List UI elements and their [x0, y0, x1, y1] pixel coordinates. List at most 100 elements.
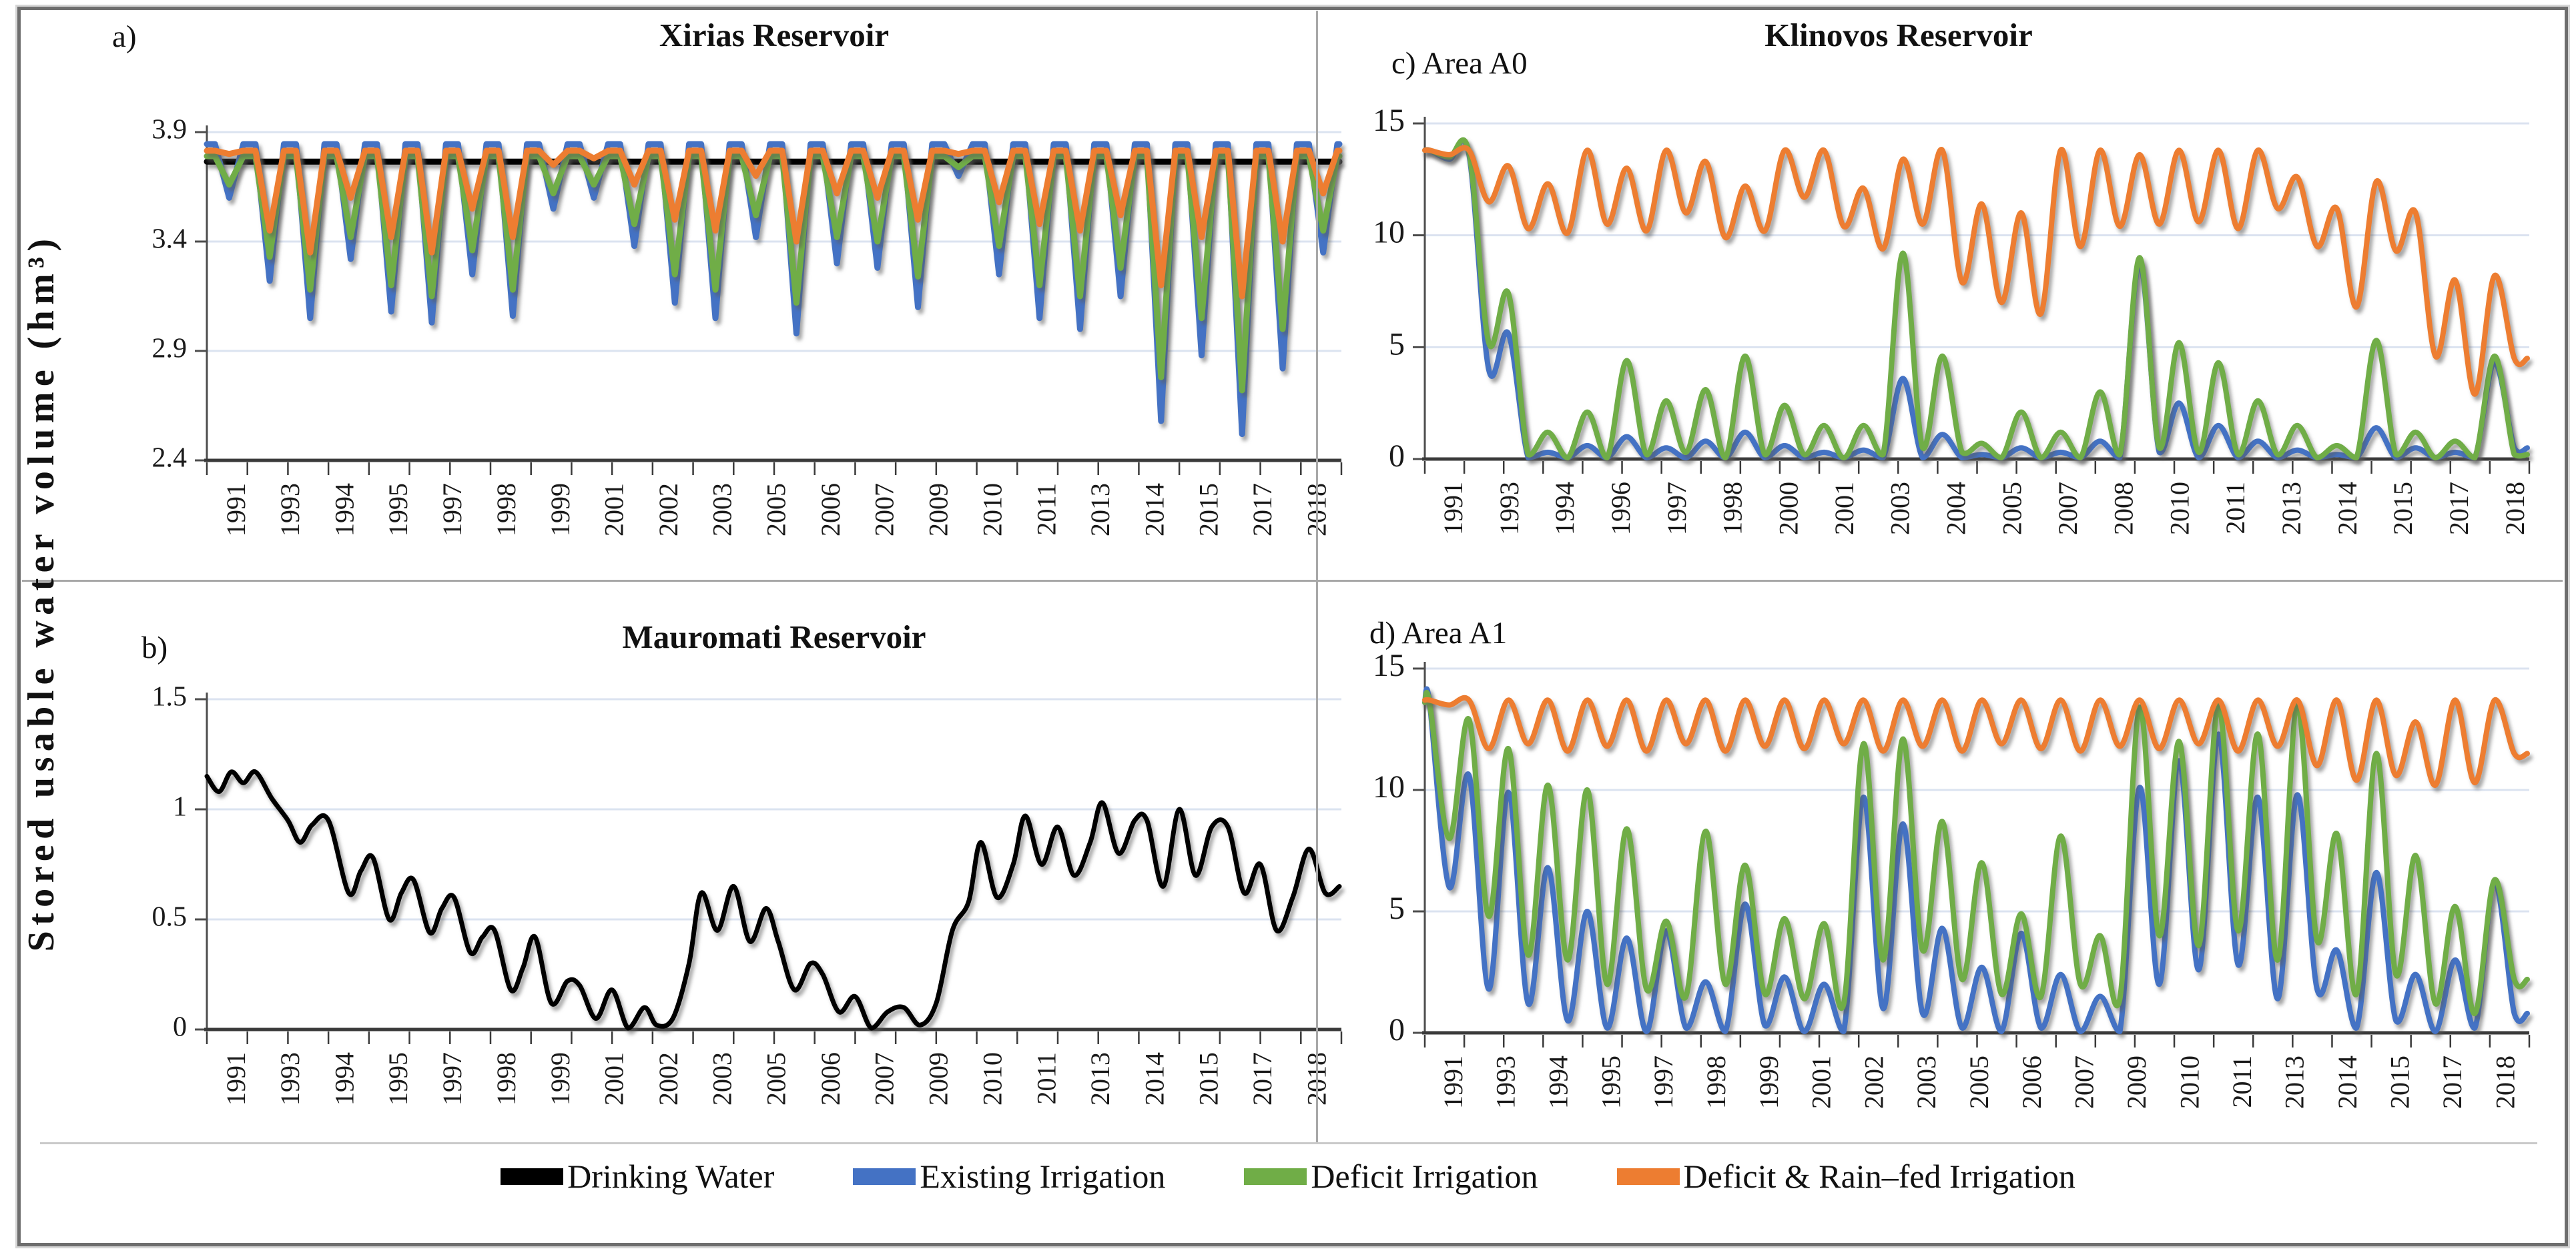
panel-c-plot: 15 10 5 0 1991 1993 1994 1996 1997 1998 2000 2001 20… — [1373, 103, 2531, 535]
svg-text:2011: 2011 — [1031, 1052, 1061, 1105]
svg-text:5: 5 — [1389, 326, 1405, 362]
svg-text:2001: 2001 — [599, 1052, 629, 1106]
svg-text:1991: 1991 — [221, 483, 251, 536]
svg-text:2.4: 2.4 — [152, 443, 188, 474]
svg-text:2013: 2013 — [2280, 1056, 2310, 1109]
svg-text:3.9: 3.9 — [152, 115, 188, 145]
svg-text:2010: 2010 — [978, 483, 1008, 536]
svg-text:1994: 1994 — [1550, 482, 1580, 535]
svg-text:2017: 2017 — [2444, 482, 2474, 535]
svg-text:1994: 1994 — [329, 1052, 359, 1106]
svg-text:2018: 2018 — [2500, 482, 2530, 535]
svg-text:2011: 2011 — [2227, 1056, 2257, 1108]
svg-text:1998: 1998 — [1701, 1056, 1731, 1109]
svg-text:2014: 2014 — [2332, 1056, 2362, 1109]
svg-text:0: 0 — [1389, 1012, 1405, 1048]
legend-item-existing-irrigation: Existing Irrigation — [853, 1157, 1165, 1196]
svg-text:1.5: 1.5 — [152, 682, 188, 713]
svg-text:1998: 1998 — [491, 483, 521, 536]
svg-text:2007: 2007 — [2053, 482, 2083, 535]
svg-text:2001: 2001 — [1829, 482, 1859, 535]
svg-text:1991: 1991 — [221, 1052, 251, 1106]
svg-text:2005: 2005 — [761, 1052, 791, 1106]
legend-label: Drinking Water — [567, 1158, 775, 1195]
panel-c-title: Klinovos Reservoir — [1764, 17, 2033, 53]
panel-a-letter: a) — [112, 19, 137, 54]
legend-item-drinking-water: Drinking Water — [501, 1157, 774, 1196]
svg-text:1995: 1995 — [1596, 1056, 1626, 1109]
panel-b-title: Mauromati Reservoir — [622, 618, 926, 655]
shared-y-axis-label: Stored usable water volume (hm³) — [21, 233, 62, 952]
svg-text:2010: 2010 — [978, 1052, 1008, 1106]
svg-text:1997: 1997 — [1648, 1056, 1678, 1109]
svg-text:2011: 2011 — [1031, 483, 1061, 536]
svg-text:2011: 2011 — [2220, 482, 2250, 534]
row-divider-line — [22, 580, 2563, 582]
svg-text:2009: 2009 — [923, 483, 953, 536]
svg-text:2013: 2013 — [1085, 483, 1115, 536]
legend-item-deficit-rainfed-irrigation: Deficit & Rain–fed Irrigation — [1616, 1157, 2075, 1196]
svg-text:0: 0 — [1389, 438, 1405, 474]
svg-text:2001: 2001 — [599, 483, 629, 536]
svg-text:2015: 2015 — [2388, 482, 2418, 535]
svg-text:2.9: 2.9 — [152, 334, 188, 364]
legend-label: Deficit & Rain–fed Irrigation — [1683, 1158, 2075, 1195]
svg-text:10: 10 — [1373, 769, 1405, 805]
svg-text:1991: 1991 — [1438, 482, 1468, 535]
svg-text:2007: 2007 — [870, 483, 900, 536]
svg-text:2017: 2017 — [1247, 1052, 1277, 1106]
svg-text:1993: 1993 — [275, 483, 305, 536]
legend-label: Existing Irrigation — [920, 1158, 1166, 1195]
svg-text:0: 0 — [173, 1012, 187, 1043]
svg-text:1993: 1993 — [1490, 1056, 1520, 1109]
svg-text:0.5: 0.5 — [152, 902, 188, 933]
svg-text:2007: 2007 — [870, 1052, 900, 1106]
svg-text:2002: 2002 — [1859, 1056, 1889, 1109]
svg-text:15: 15 — [1373, 103, 1405, 138]
svg-text:1999: 1999 — [545, 483, 575, 536]
series-line-deficit-irrigation — [1422, 137, 2530, 460]
svg-text:2005: 2005 — [1997, 482, 2027, 535]
svg-text:2005: 2005 — [761, 483, 791, 536]
svg-text:2015: 2015 — [1193, 483, 1223, 536]
svg-text:2017: 2017 — [2437, 1056, 2467, 1109]
svg-text:1999: 1999 — [545, 1052, 575, 1106]
svg-text:2006: 2006 — [816, 483, 846, 536]
svg-text:1997: 1997 — [437, 1052, 467, 1106]
svg-text:1998: 1998 — [491, 1052, 521, 1106]
svg-text:1995: 1995 — [383, 483, 413, 536]
svg-text:2013: 2013 — [1085, 1052, 1115, 1106]
svg-text:15: 15 — [1373, 648, 1405, 683]
series-line-deficit-rain-fed-irrigation — [1422, 695, 2530, 788]
figure-legend: Drinking Water Existing Irrigation Defic… — [0, 1157, 2576, 1196]
svg-text:10: 10 — [1373, 215, 1405, 250]
svg-text:1996: 1996 — [1606, 482, 1636, 535]
svg-text:2014: 2014 — [2332, 482, 2362, 535]
existing-irrigation-swatch-icon — [853, 1168, 916, 1185]
svg-text:2001: 2001 — [1806, 1056, 1836, 1109]
svg-text:2014: 2014 — [1140, 483, 1170, 536]
svg-text:2015: 2015 — [1193, 1052, 1223, 1106]
svg-text:2010: 2010 — [2165, 482, 2195, 535]
svg-text:2002: 2002 — [653, 483, 683, 536]
svg-text:1: 1 — [173, 792, 187, 823]
panel-a-title: Xirias Reservoir — [659, 17, 890, 53]
series-line-deficit-irrigation — [1422, 689, 2530, 1016]
svg-text:2006: 2006 — [2017, 1056, 2047, 1109]
svg-text:1997: 1997 — [437, 483, 467, 536]
svg-text:3.4: 3.4 — [152, 224, 188, 255]
svg-text:2006: 2006 — [816, 1052, 846, 1106]
svg-text:5: 5 — [1389, 891, 1405, 926]
deficit-rainfed-irrigation-swatch-icon — [1616, 1168, 1680, 1185]
svg-text:1997: 1997 — [1662, 482, 1692, 535]
svg-text:2007: 2007 — [2069, 1056, 2100, 1109]
svg-text:2010: 2010 — [2174, 1056, 2204, 1109]
svg-text:2008: 2008 — [2109, 482, 2139, 535]
svg-text:2009: 2009 — [2122, 1056, 2152, 1109]
panel-a-plot: 3.9 3.4 2.9 2.4 1991 1993 1994 1995 1997 1998 1999… — [152, 115, 1343, 536]
series-line-existing-irrigation — [1422, 686, 2530, 1034]
svg-text:2018: 2018 — [2490, 1056, 2520, 1109]
svg-text:2015: 2015 — [2384, 1056, 2414, 1109]
